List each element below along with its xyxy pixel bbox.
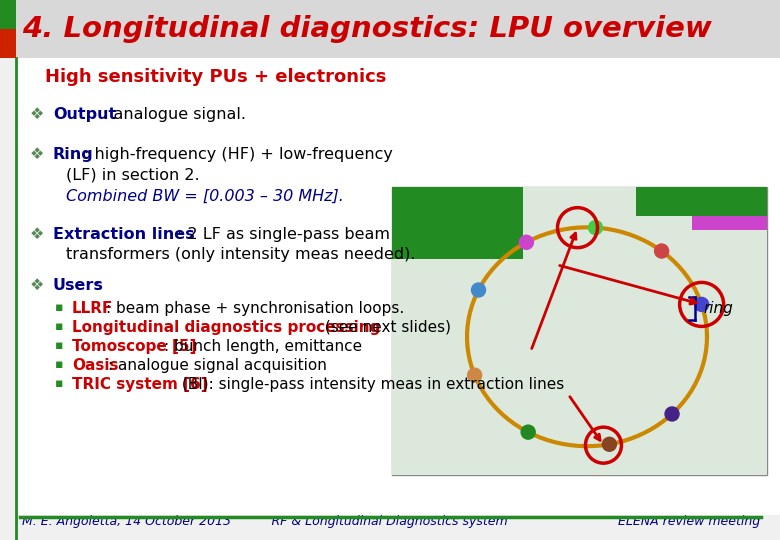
Text: ring: ring [703, 301, 732, 316]
Text: : beam phase + synchronisation loops.: : beam phase + synchronisation loops. [106, 301, 404, 316]
Circle shape [519, 235, 534, 249]
Bar [392, 187, 767, 475]
Text: : high-frequency (HF) + low-frequency: : high-frequency (HF) + low-frequency [84, 147, 393, 162]
Bar [0, 0, 780, 58]
Text: ▪: ▪ [55, 377, 63, 390]
Bar [392, 187, 523, 259]
Text: Oasis: Oasis [72, 358, 119, 373]
Text: TRIC system [6]: TRIC system [6] [72, 377, 207, 392]
Text: M. E. Angoletta, 14 October 2013: M. E. Angoletta, 14 October 2013 [22, 516, 231, 529]
Text: Longitudinal diagnostics processing: Longitudinal diagnostics processing [72, 320, 381, 335]
Circle shape [472, 283, 485, 297]
Text: : analogue signal.: : analogue signal. [103, 107, 246, 122]
Bar [392, 187, 767, 475]
Text: (LF) in section 2.: (LF) in section 2. [66, 167, 200, 182]
Bar [16, 58, 780, 515]
Text: Combined BW = [0.003 – 30 MHz].: Combined BW = [0.003 – 30 MHz]. [66, 189, 344, 204]
Text: High sensitivity PUs + electronics: High sensitivity PUs + electronics [45, 68, 386, 86]
Text: : bunch length, emittance: : bunch length, emittance [164, 339, 362, 354]
Text: Tomoscope [5]: Tomoscope [5] [72, 339, 197, 354]
Circle shape [468, 368, 481, 382]
Text: ELENA review meeting: ELENA review meeting [618, 516, 760, 529]
Text: LLRF: LLRF [72, 301, 113, 316]
Text: “RF & Longitudinal Diagnostics system”: “RF & Longitudinal Diagnostics system” [265, 516, 515, 529]
Bar [0, 29, 16, 58]
Text: ❖: ❖ [30, 227, 44, 242]
Text: ❖: ❖ [30, 278, 44, 293]
Text: Ring: Ring [53, 147, 94, 162]
Text: Output: Output [53, 107, 116, 122]
Text: ▪: ▪ [55, 301, 63, 314]
Circle shape [602, 437, 616, 451]
Circle shape [588, 221, 602, 234]
Text: ▪: ▪ [55, 358, 63, 371]
Bar [636, 187, 767, 216]
Text: ▪: ▪ [55, 320, 63, 333]
Text: Extraction lines: Extraction lines [53, 227, 195, 242]
Text: 4. Longitudinal diagnostics: LPU overview: 4. Longitudinal diagnostics: LPU overvie… [22, 15, 711, 43]
Text: : analogue signal acquisition: : analogue signal acquisition [108, 358, 327, 373]
Text: Users: Users [53, 278, 104, 293]
Text: : 2 LF as single-pass beam: : 2 LF as single-pass beam [177, 227, 390, 242]
Text: (see next slides): (see next slides) [320, 320, 451, 335]
Text: transformers (only intensity meas needed).: transformers (only intensity meas needed… [66, 247, 416, 262]
Circle shape [695, 298, 709, 312]
Circle shape [521, 425, 535, 439]
Text: (BI): single-pass intensity meas in extraction lines: (BI): single-pass intensity meas in extr… [177, 377, 564, 392]
Circle shape [654, 244, 668, 258]
Text: :: : [94, 278, 99, 293]
Text: ❖: ❖ [30, 147, 44, 162]
Text: ▪: ▪ [55, 339, 63, 352]
Circle shape [665, 407, 679, 421]
Bar [0, 0, 16, 29]
Bar [692, 187, 767, 230]
Text: ❖: ❖ [30, 107, 44, 122]
